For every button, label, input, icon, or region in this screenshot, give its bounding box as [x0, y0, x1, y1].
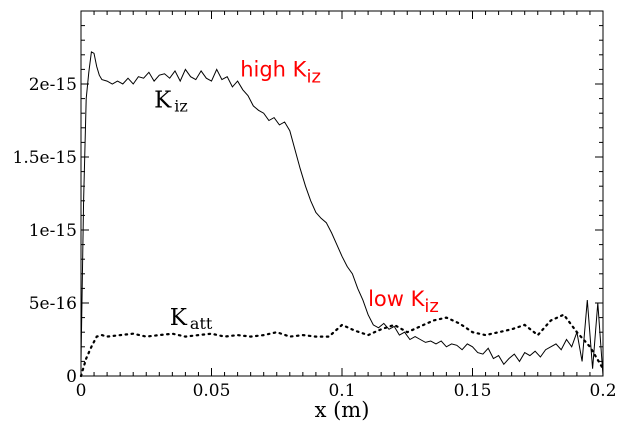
x-axis-label: x (m) — [315, 398, 370, 422]
curve-label-katt-main: K — [170, 305, 188, 331]
curve-label-kiz-main: K — [154, 87, 172, 113]
x-tick-label: 0.2 — [589, 381, 616, 401]
x-tick-label: 0.1 — [328, 381, 355, 401]
curve-label-kiz-sub: iz — [174, 96, 188, 115]
curve-label-katt-sub: att — [190, 314, 213, 333]
y-tick-label: 1.5e-15 — [13, 148, 77, 168]
annotation-low-sub: iz — [424, 296, 438, 317]
y-tick-label: 2e-15 — [29, 75, 77, 95]
series-line-katt — [79, 313, 605, 378]
x-tick-label: 0.15 — [454, 381, 492, 401]
annotation-high-main: high K — [240, 58, 307, 82]
plot-frame — [80, 10, 604, 377]
series-line-kiz — [80, 51, 604, 377]
y-tick-label: 5e-16 — [29, 294, 77, 314]
annotation-high-sub: iz — [306, 67, 320, 88]
y-axis-ticks: 0 5e-16 1e-15 1.5e-15 2e-15 — [13, 10, 603, 387]
annotation-high-kiz: high Kiz — [240, 58, 321, 88]
x-axis-ticks: 0 0.05 0.1 0.15 0.2 — [76, 11, 617, 401]
y-tick-label: 0 — [66, 367, 77, 387]
series-layer — [79, 51, 605, 378]
y-tick-label: 1e-15 — [29, 221, 77, 241]
x-tick-label: 0 — [76, 381, 87, 401]
x-tick-label: 0.05 — [193, 381, 231, 401]
annotation-low-main: low K — [368, 287, 426, 311]
annotation-low-kiz: low Kiz — [368, 287, 439, 317]
